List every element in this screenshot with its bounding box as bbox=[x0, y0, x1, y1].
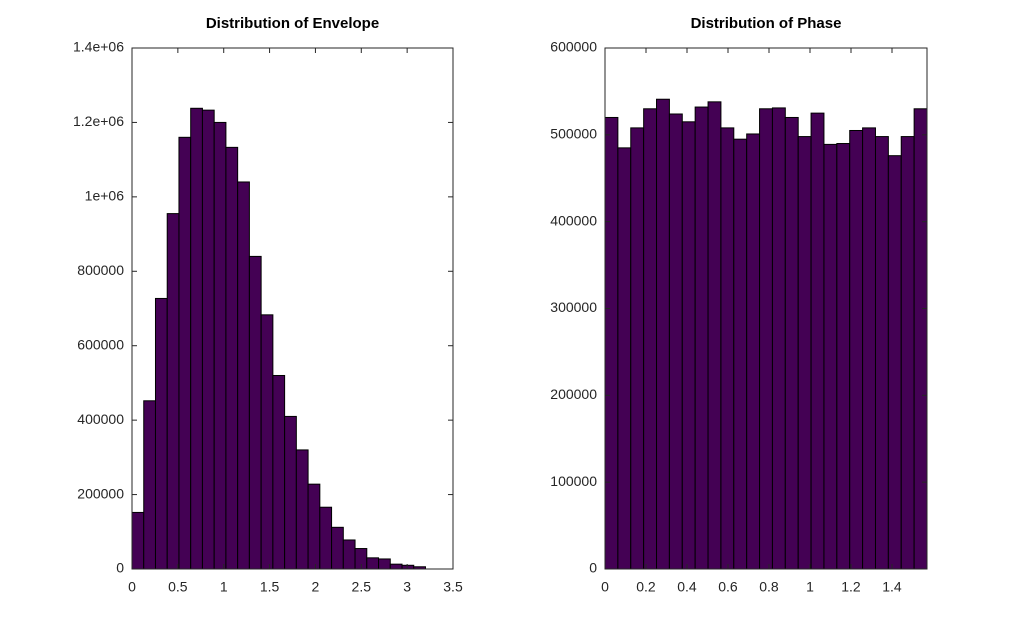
bar bbox=[617, 147, 632, 570]
bar bbox=[733, 138, 748, 570]
y-tick-label: 600000 bbox=[550, 39, 597, 55]
x-tick-label: 0.4 bbox=[677, 579, 697, 595]
x-tick-label: 3 bbox=[403, 579, 411, 595]
y-tick-label: 800000 bbox=[77, 262, 124, 278]
x-tick-label: 0.5 bbox=[168, 579, 188, 595]
y-tick-label: 500000 bbox=[550, 126, 597, 142]
bar bbox=[131, 511, 145, 570]
x-tick-label: 0 bbox=[128, 579, 136, 595]
bar bbox=[366, 557, 380, 570]
bar bbox=[681, 121, 696, 570]
bar bbox=[887, 155, 902, 570]
bar bbox=[720, 127, 735, 570]
y-tick-label: 200000 bbox=[77, 485, 124, 501]
y-tick-label: 600000 bbox=[77, 336, 124, 352]
bar bbox=[319, 506, 333, 570]
x-tick-label: 0.8 bbox=[759, 579, 779, 595]
plot-frame bbox=[131, 47, 454, 570]
x-tick-label: 1.2 bbox=[841, 579, 861, 595]
bar bbox=[759, 108, 773, 570]
bar bbox=[389, 563, 403, 570]
bar bbox=[630, 127, 645, 570]
x-tick-label: 2 bbox=[312, 579, 320, 595]
bar bbox=[237, 181, 250, 570]
chart-title: Distribution of Envelope bbox=[206, 15, 379, 32]
y-tick-label: 1.2e+06 bbox=[73, 113, 124, 129]
bar bbox=[823, 143, 838, 570]
bar bbox=[378, 558, 391, 570]
x-tick-label: 1.4 bbox=[882, 579, 902, 595]
bar bbox=[746, 133, 761, 570]
x-tick-label: 1 bbox=[806, 579, 814, 595]
bar bbox=[225, 146, 239, 570]
y-tick-label: 100000 bbox=[550, 473, 597, 489]
bar bbox=[178, 136, 192, 570]
bar bbox=[154, 297, 168, 570]
bar bbox=[913, 108, 928, 570]
bar bbox=[401, 564, 415, 570]
y-tick-label: 0 bbox=[116, 560, 124, 576]
bar bbox=[707, 101, 722, 570]
bar bbox=[190, 107, 203, 570]
y-tick-label: 0 bbox=[589, 560, 597, 576]
bar bbox=[284, 415, 297, 570]
bar bbox=[836, 143, 851, 570]
bar bbox=[643, 108, 658, 570]
y-tick-label: 400000 bbox=[77, 411, 124, 427]
x-tick-label: 3.5 bbox=[443, 579, 463, 595]
bar bbox=[900, 136, 915, 570]
bar bbox=[295, 449, 309, 570]
bar bbox=[272, 374, 286, 570]
bar bbox=[862, 127, 876, 570]
bar bbox=[604, 116, 619, 570]
bar bbox=[201, 109, 215, 570]
bar bbox=[784, 116, 799, 570]
x-tick-label: 0.6 bbox=[718, 579, 738, 595]
bar bbox=[143, 400, 156, 570]
bar bbox=[166, 213, 180, 570]
x-tick-label: 0.2 bbox=[636, 579, 656, 595]
x-tick-label: 1.5 bbox=[260, 579, 280, 595]
bar bbox=[771, 107, 786, 570]
y-tick-label: 300000 bbox=[550, 299, 597, 315]
bar bbox=[248, 255, 262, 570]
bar bbox=[331, 526, 344, 570]
x-tick-label: 0 bbox=[601, 579, 609, 595]
x-tick-label: 1 bbox=[220, 579, 228, 595]
bar bbox=[849, 129, 864, 570]
bar bbox=[668, 113, 683, 570]
y-tick-label: 1.4e+06 bbox=[73, 39, 124, 55]
x-tick-label: 2.5 bbox=[352, 579, 372, 595]
bar bbox=[342, 539, 356, 570]
bar bbox=[810, 112, 825, 570]
bar bbox=[260, 314, 274, 570]
bar bbox=[656, 98, 670, 570]
bar bbox=[213, 121, 227, 570]
chart-title: Distribution of Phase bbox=[691, 15, 842, 32]
bar bbox=[874, 136, 889, 570]
y-tick-label: 1e+06 bbox=[85, 188, 125, 204]
bar bbox=[694, 106, 709, 570]
bar bbox=[307, 483, 321, 570]
bar bbox=[797, 136, 812, 570]
y-tick-label: 200000 bbox=[550, 386, 597, 402]
y-tick-label: 400000 bbox=[550, 212, 597, 228]
